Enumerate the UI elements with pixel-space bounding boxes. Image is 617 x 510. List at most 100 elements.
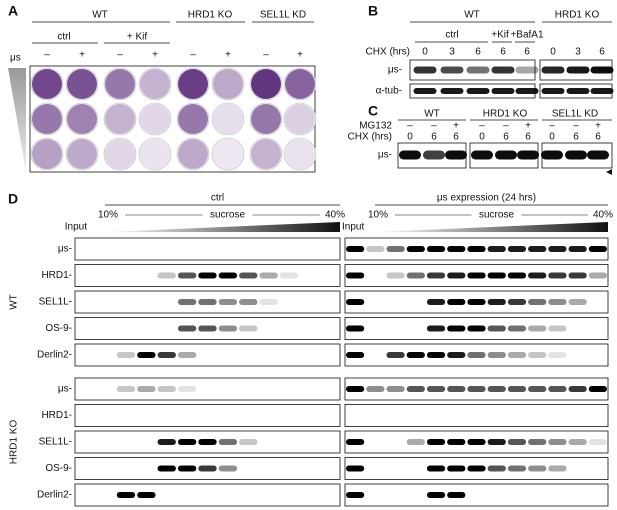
band bbox=[447, 299, 466, 305]
band bbox=[177, 352, 197, 358]
band bbox=[198, 439, 217, 445]
band bbox=[447, 439, 466, 445]
band bbox=[588, 246, 607, 252]
label: μs bbox=[10, 53, 21, 64]
band bbox=[566, 66, 590, 74]
band bbox=[507, 352, 527, 358]
band bbox=[491, 66, 515, 74]
band bbox=[491, 88, 515, 94]
band bbox=[137, 386, 156, 392]
band bbox=[587, 150, 609, 160]
band bbox=[426, 325, 446, 332]
band bbox=[507, 465, 527, 472]
band bbox=[548, 465, 567, 472]
band bbox=[447, 492, 466, 498]
band bbox=[495, 150, 517, 160]
band bbox=[588, 439, 607, 445]
band bbox=[588, 272, 607, 279]
band bbox=[346, 272, 365, 279]
band bbox=[548, 299, 567, 305]
band bbox=[487, 299, 506, 305]
band bbox=[239, 439, 258, 445]
plate-stain bbox=[105, 104, 135, 134]
band bbox=[528, 299, 547, 305]
band bbox=[568, 272, 587, 279]
band bbox=[568, 246, 587, 252]
band bbox=[198, 465, 217, 472]
band bbox=[440, 66, 464, 74]
plate-stain bbox=[32, 69, 62, 99]
label: 6 bbox=[595, 132, 601, 143]
band bbox=[426, 299, 446, 305]
label: Derlin2- bbox=[37, 490, 72, 501]
label: ctrl bbox=[57, 32, 70, 43]
plate-stain bbox=[213, 104, 243, 134]
band bbox=[157, 386, 176, 392]
band bbox=[157, 465, 176, 472]
label: – bbox=[190, 50, 196, 61]
band bbox=[528, 352, 547, 358]
band bbox=[447, 352, 466, 358]
label: – bbox=[263, 50, 269, 61]
band bbox=[467, 272, 486, 279]
band bbox=[466, 88, 490, 94]
label: – bbox=[573, 121, 579, 132]
label: WT bbox=[424, 109, 440, 120]
band bbox=[137, 492, 156, 498]
plate-stain bbox=[285, 139, 315, 169]
band bbox=[487, 386, 506, 392]
band bbox=[239, 299, 258, 305]
label: Input bbox=[65, 222, 87, 233]
band bbox=[346, 246, 365, 252]
band bbox=[466, 66, 490, 74]
band bbox=[487, 325, 506, 332]
plate-stain bbox=[32, 104, 62, 134]
band bbox=[528, 465, 547, 472]
band bbox=[177, 299, 197, 305]
label: SEL1L KD bbox=[260, 10, 306, 21]
band bbox=[565, 150, 587, 160]
band bbox=[568, 386, 587, 392]
band bbox=[447, 246, 466, 252]
band bbox=[528, 246, 547, 252]
band bbox=[507, 246, 527, 252]
label: – bbox=[407, 121, 413, 132]
band bbox=[346, 386, 365, 392]
band bbox=[471, 150, 493, 160]
plate-stain bbox=[140, 139, 170, 169]
label: 3 bbox=[449, 47, 455, 58]
label: – bbox=[117, 50, 123, 61]
band bbox=[177, 465, 197, 472]
label: A bbox=[8, 3, 18, 19]
band bbox=[198, 299, 217, 305]
label: ctrl bbox=[211, 193, 224, 204]
band bbox=[548, 272, 567, 279]
band bbox=[548, 386, 567, 392]
band bbox=[447, 325, 466, 332]
label: + bbox=[453, 121, 459, 132]
label: D bbox=[8, 191, 18, 207]
label: HRD1- bbox=[41, 270, 72, 281]
gradient-wedge bbox=[375, 222, 608, 232]
band bbox=[507, 299, 527, 305]
plate-stain bbox=[67, 104, 97, 134]
band bbox=[157, 439, 176, 445]
label: + bbox=[297, 50, 303, 61]
band bbox=[116, 386, 136, 392]
plate-well bbox=[138, 137, 172, 171]
label: 6 bbox=[500, 47, 506, 58]
label: 6 bbox=[599, 47, 605, 58]
plate-stain bbox=[105, 69, 135, 99]
label: 6 bbox=[524, 47, 530, 58]
band bbox=[528, 439, 547, 445]
band bbox=[346, 352, 365, 358]
band bbox=[467, 325, 486, 332]
label: + bbox=[525, 121, 531, 132]
label: 6 bbox=[453, 132, 459, 143]
plate-stain bbox=[32, 139, 62, 169]
plate-well bbox=[249, 137, 283, 171]
band bbox=[507, 272, 527, 279]
label: MG132 bbox=[359, 121, 392, 132]
plate-stain bbox=[105, 139, 135, 169]
